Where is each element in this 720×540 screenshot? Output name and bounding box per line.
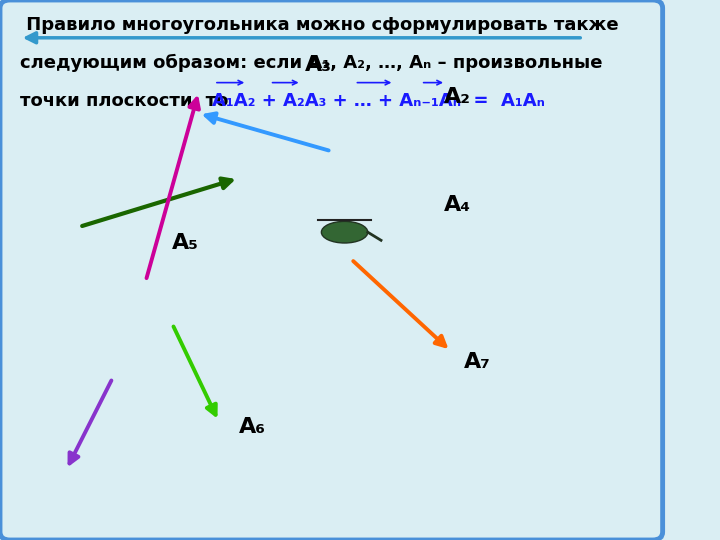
Text: A₂: A₂ xyxy=(444,87,471,107)
Text: A₄: A₄ xyxy=(444,195,471,215)
FancyBboxPatch shape xyxy=(0,0,662,540)
Text: следующим образом: если А₁, А₂, …, Аₙ – произвольные: следующим образом: если А₁, А₂, …, Аₙ – … xyxy=(20,54,603,72)
Text: A₅: A₅ xyxy=(172,233,199,253)
Text: A₇: A₇ xyxy=(464,352,491,372)
Ellipse shape xyxy=(321,221,368,243)
Text: A₃: A₃ xyxy=(305,55,332,75)
Text: точки плоскости, то: точки плоскости, то xyxy=(20,92,228,110)
Text: A₁A₂ + A₂A₃ + … + Aₙ₋₁Aₙ  =  A₁Aₙ: A₁A₂ + A₂A₃ + … + Aₙ₋₁Aₙ = A₁Aₙ xyxy=(212,92,545,110)
Text: Правило многоугольника можно сформулировать также: Правило многоугольника можно сформулиров… xyxy=(20,16,618,34)
Text: A₆: A₆ xyxy=(238,416,266,437)
